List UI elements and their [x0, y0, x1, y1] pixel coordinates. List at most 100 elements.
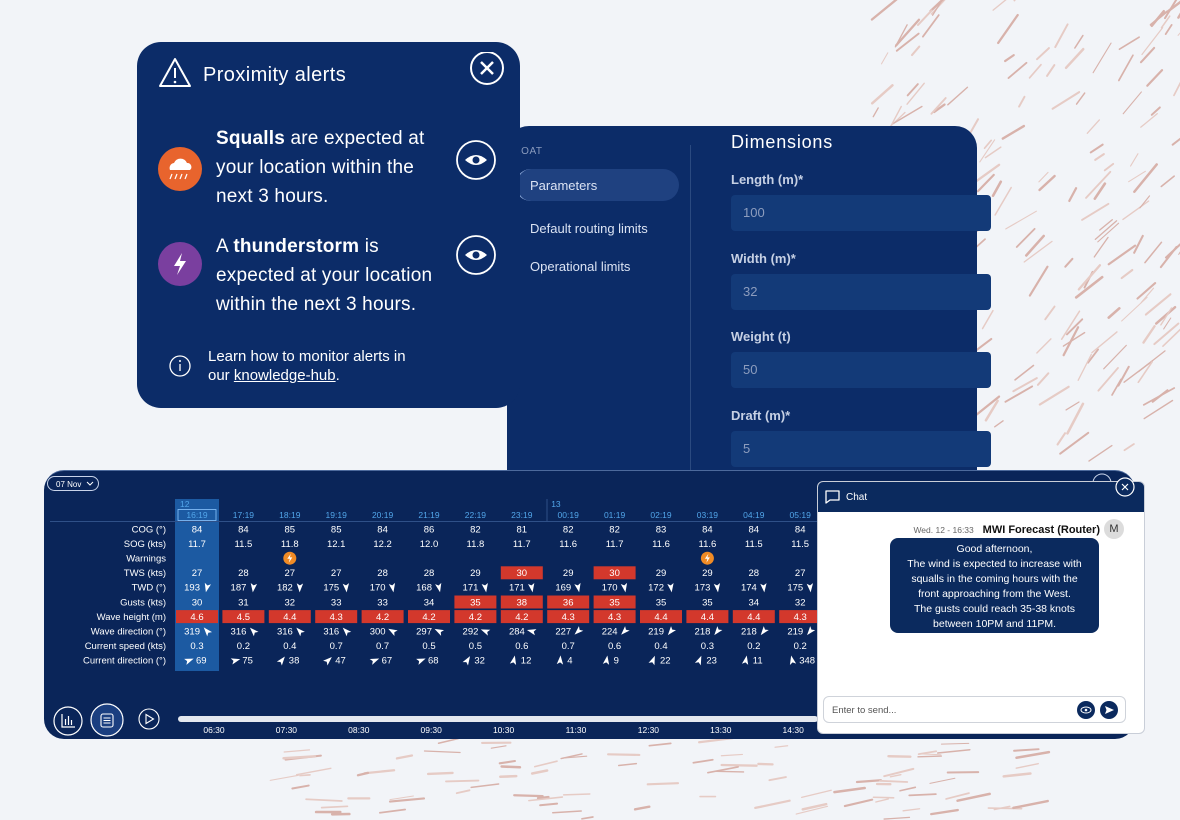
- streak: [768, 776, 787, 782]
- footer-text: Learn how to monitor alerts in our: [208, 348, 406, 384]
- streak: [1003, 54, 1015, 63]
- cell-value: 82: [470, 524, 481, 535]
- streak: [1117, 54, 1134, 82]
- cell-value: 38: [289, 656, 300, 667]
- field-label: Width (m)*: [731, 250, 796, 266]
- cell-value: 28: [238, 568, 249, 579]
- streak: [975, 395, 1001, 416]
- cell-value: 11.5: [791, 539, 809, 550]
- cell-value: 4.2: [515, 612, 528, 623]
- alert-bold: Squalls: [216, 128, 285, 149]
- alert-cell: [500, 595, 543, 609]
- menu-item[interactable]: Default routing limits: [530, 221, 648, 236]
- direction-arrow: [203, 627, 213, 637]
- cell-value: 0.2: [747, 641, 760, 652]
- streak: [917, 750, 938, 756]
- field-input[interactable]: 5: [731, 430, 991, 467]
- date-selector[interactable]: 07 Nov: [47, 476, 99, 491]
- streak: [1143, 399, 1174, 420]
- cell-value: 35: [702, 597, 713, 608]
- streak: [1065, 401, 1080, 411]
- direction-arrow: [620, 582, 628, 593]
- streak: [607, 753, 641, 757]
- direction-arrow: [481, 582, 488, 593]
- cell-value: 171: [463, 583, 479, 594]
- streak: [1140, 113, 1158, 128]
- cell-value: 300: [370, 627, 386, 638]
- streak: [930, 97, 947, 115]
- streak: [1046, 64, 1056, 77]
- streak: [1103, 162, 1115, 172]
- streak: [500, 765, 522, 769]
- streak: [1122, 200, 1150, 221]
- cell-value: 83: [656, 524, 667, 535]
- play-button[interactable]: [138, 708, 160, 730]
- cell-value: 75: [242, 656, 253, 667]
- cell-value: 11.5: [745, 539, 763, 550]
- streak: [426, 771, 454, 776]
- menu-item[interactable]: Parameters: [530, 178, 598, 193]
- message-time: Wed. 12 - 16:33: [913, 525, 974, 535]
- message-bubble: Good afternoon, The wind is expected to i…: [890, 538, 1099, 633]
- streak: [929, 777, 956, 784]
- field-input[interactable]: 50: [731, 352, 991, 388]
- streak: [1059, 431, 1090, 455]
- streak: [1097, 367, 1119, 392]
- message-input[interactable]: Enter to send...: [823, 696, 1126, 723]
- cell-value: 12.2: [373, 539, 392, 550]
- menu-selected[interactable]: [515, 169, 679, 201]
- streak: [930, 808, 959, 816]
- streak: [906, 82, 925, 105]
- cell-value: 30: [609, 568, 620, 579]
- cell-value: 29: [563, 568, 574, 579]
- streak: [1099, 219, 1113, 231]
- close-button[interactable]: [469, 52, 505, 88]
- cell-value: 33: [377, 597, 388, 608]
- cell-value: 4.6: [190, 612, 203, 623]
- direction-arrow: [667, 626, 677, 636]
- time-label: 19:19: [326, 510, 348, 520]
- timeline-track[interactable]: [178, 716, 818, 722]
- streak: [530, 769, 549, 775]
- cell-value: 4.2: [469, 612, 482, 623]
- view-button[interactable]: [454, 138, 498, 182]
- menu-item[interactable]: Operational limits: [530, 259, 631, 274]
- streak: [774, 745, 789, 748]
- direction-arrow: [480, 629, 491, 636]
- streak: [1077, 353, 1092, 381]
- chart-button[interactable]: [53, 706, 83, 736]
- streak: [534, 760, 558, 768]
- streak: [1103, 344, 1127, 370]
- row-label: Gusts (kts): [120, 597, 166, 608]
- timeline-label: 11:30: [566, 725, 587, 735]
- streak: [1107, 307, 1121, 319]
- cell-value: 31: [238, 597, 249, 608]
- knowledge-hub-link[interactable]: knowledge-hub: [233, 367, 336, 384]
- cell-value: 84: [702, 524, 713, 535]
- direction-arrow: [509, 655, 517, 665]
- streak: [1018, 95, 1026, 108]
- table-icon: [100, 713, 114, 728]
- direction-arrow: [648, 655, 655, 666]
- streak: [997, 13, 1019, 45]
- view-button[interactable]: [454, 233, 498, 277]
- streak: [1149, 10, 1168, 26]
- streak: [1065, 318, 1084, 336]
- streak: [1036, 372, 1050, 386]
- streak: [1015, 227, 1036, 248]
- cell-value: 38: [517, 597, 528, 608]
- field-input[interactable]: 100: [731, 195, 991, 231]
- streak: [1060, 310, 1081, 340]
- rain: [169, 173, 188, 180]
- streak: [855, 779, 883, 784]
- streak: [1173, 81, 1180, 97]
- chat-close[interactable]: [1114, 476, 1136, 498]
- streak: [899, 786, 917, 792]
- streak: [1097, 222, 1120, 243]
- direction-arrow: [602, 655, 610, 665]
- streak: [940, 742, 970, 745]
- cell-value: 30: [517, 568, 528, 579]
- streak: [551, 810, 582, 814]
- streak: [282, 755, 316, 760]
- field-input[interactable]: 32: [731, 273, 991, 310]
